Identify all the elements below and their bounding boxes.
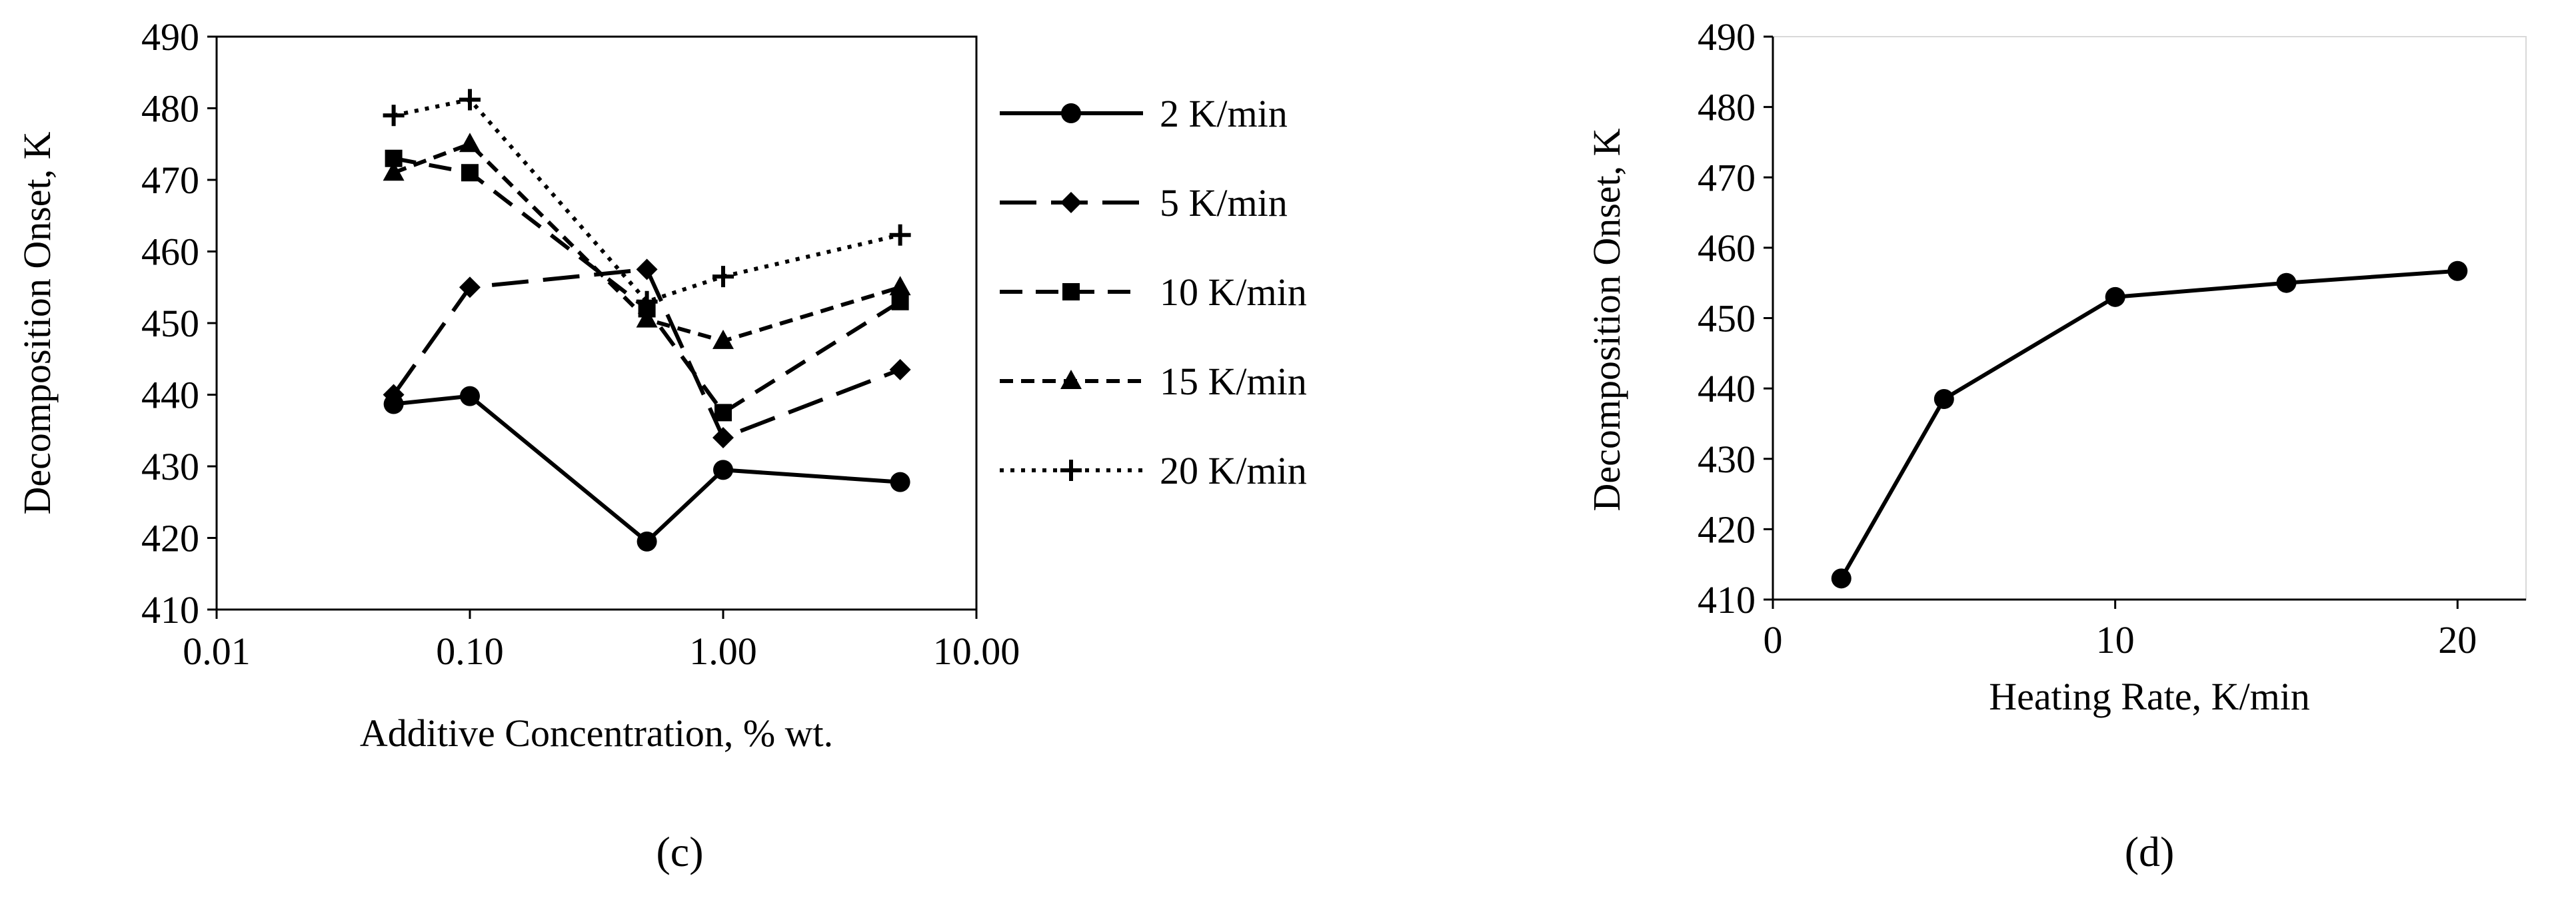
data-point [461, 164, 479, 182]
legend-label: 5 K/min [1160, 181, 1288, 225]
x-tick-label: 10 [2096, 618, 2135, 662]
data-point [383, 105, 405, 127]
y-tick-label: 470 [141, 159, 199, 202]
y-tick-label: 490 [141, 15, 199, 59]
data-point [383, 384, 405, 406]
data-point [636, 308, 658, 328]
legend-label: 2 K/min [1160, 92, 1288, 135]
panel-label-c: (c) [656, 828, 703, 875]
data-point [2105, 286, 2125, 307]
legend-swatch-marker [1060, 192, 1082, 213]
series-line [1840, 268, 2458, 580]
legend-label: 15 K/min [1160, 360, 1307, 403]
x-tick-label: 20 [2438, 618, 2477, 662]
legend-swatch-marker [1061, 103, 1081, 123]
series-2-k-min [383, 386, 910, 552]
y-tick-label: 440 [1698, 367, 1756, 410]
panel-label-d: (d) [2125, 828, 2175, 875]
y-tick-label: 440 [141, 374, 199, 417]
data-point [459, 133, 481, 153]
x-tick-label: 0 [1764, 618, 1783, 662]
series-group-d [1831, 260, 2468, 589]
data-point [459, 89, 481, 111]
data-point [714, 404, 732, 422]
data-point [2447, 260, 2468, 281]
legend-label: 20 K/min [1160, 449, 1307, 492]
legend-entry: 2 K/min [1000, 92, 1288, 135]
data-point [889, 358, 911, 380]
y-tick-label: 420 [141, 517, 199, 560]
legend-label: 10 K/min [1160, 270, 1307, 314]
chart-c: 410 420 430 440 450 460 470 480 490 0.01 0.10 1.00… [15, 15, 1307, 875]
series-group-c [383, 89, 911, 552]
data-point [459, 276, 481, 298]
x-tick-label: 10.00 [933, 630, 1020, 673]
data-point [712, 427, 734, 448]
y-tick-label: 460 [141, 230, 199, 274]
x-tick-label: 1.00 [689, 630, 757, 673]
x-tick-label: 0.01 [183, 630, 251, 673]
data-point [889, 276, 911, 296]
series-5-k-min [383, 258, 911, 448]
data-point [713, 460, 733, 480]
y-tick-label: 450 [141, 302, 199, 345]
y-tick-label: 480 [141, 87, 199, 131]
legend-swatch-marker [1060, 460, 1082, 481]
legend-swatch-marker [1062, 283, 1080, 300]
x-axis-d: 0 10 20 [1764, 600, 2477, 662]
data-point [889, 224, 911, 246]
y-tick-label: 460 [1698, 226, 1756, 270]
x-axis-c: 0.01 0.10 1.00 10.00 [183, 610, 1020, 673]
data-point [383, 161, 405, 181]
y-axis-c: 410 420 430 440 450 460 470 480 490 [141, 15, 217, 632]
data-point [1831, 568, 1852, 589]
y-tick-label: 430 [141, 445, 199, 488]
chart-d: 410 420 430 440 450 460 470 480 490 0 10 20 Heatin… [1585, 15, 2527, 875]
y-tick-label: 490 [1698, 15, 1756, 59]
x-axis-title-c: Additive Concentration, % wt. [360, 711, 833, 755]
y-axis-title-d: Decomposition Onset, K [1585, 128, 1628, 511]
data-point [636, 258, 658, 280]
y-tick-label: 410 [1698, 578, 1756, 622]
y-tick-label: 430 [1698, 438, 1756, 481]
y-tick-label: 470 [1698, 156, 1756, 199]
legend-c: 2 K/min 5 K/min 10 K/min 15 K/min 20 K/min [1000, 92, 1307, 492]
data-point [637, 531, 657, 552]
series-15-k-min [383, 133, 911, 349]
data-point [712, 266, 734, 288]
data-point [460, 386, 480, 406]
series-20-k-min [383, 89, 911, 312]
y-tick-label: 420 [1698, 508, 1756, 551]
data-point [891, 292, 909, 310]
legend-entry: 15 K/min [1000, 360, 1307, 403]
data-point [890, 472, 910, 492]
data-point [1933, 388, 1954, 409]
legend-entry: 5 K/min [1000, 181, 1288, 225]
y-tick-label: 480 [1698, 86, 1756, 129]
data-point [636, 290, 658, 312]
series-line [393, 394, 900, 544]
plot-frame-d [1772, 36, 2527, 600]
x-axis-title-d: Heating Rate, K/min [1989, 675, 2310, 718]
legend-swatch-marker [1060, 370, 1082, 389]
data-point [2276, 272, 2297, 293]
y-axis-d: 410 420 430 440 450 460 470 480 490 [1698, 15, 1773, 622]
data-point [712, 329, 734, 349]
series-heating-rate [1831, 260, 2468, 589]
y-tick-label: 410 [141, 588, 199, 632]
legend-entry: 10 K/min [1000, 270, 1307, 314]
y-axis-title-c: Decomposition Onset, K [15, 131, 59, 514]
legend-entry: 20 K/min [1000, 449, 1307, 492]
x-tick-label: 0.10 [436, 630, 504, 673]
y-tick-label: 450 [1698, 297, 1756, 340]
